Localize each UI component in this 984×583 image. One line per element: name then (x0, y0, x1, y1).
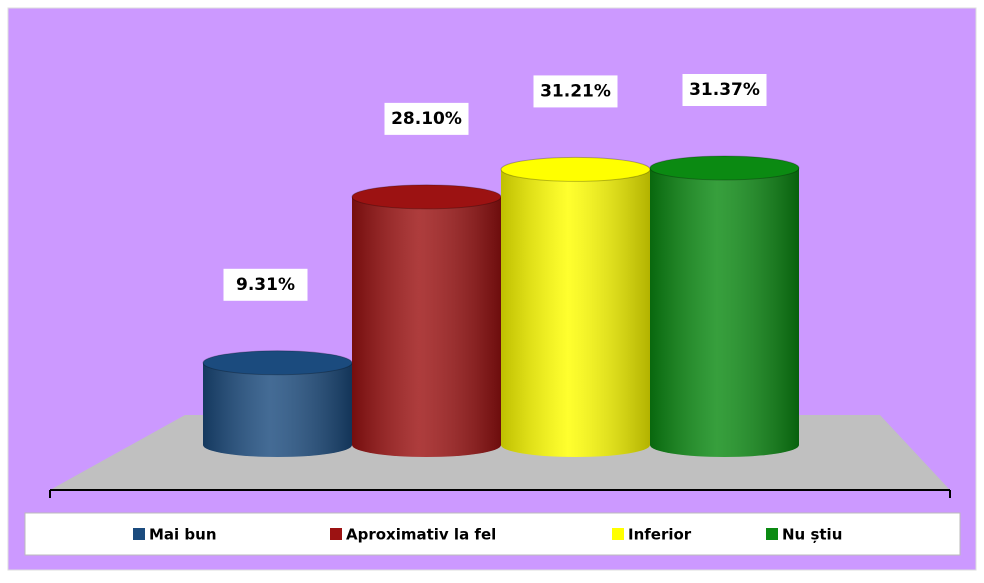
legend-swatch (330, 528, 342, 540)
legend-swatch (766, 528, 778, 540)
legend-label: Mai bun (149, 526, 217, 544)
legend (24, 512, 961, 556)
cylinder-top (649, 155, 800, 181)
data-label: 28.10% (391, 109, 462, 129)
cylinder-top (351, 184, 502, 210)
cylinder-shade (203, 362, 352, 457)
legend-label: Aproximativ la fel (346, 526, 496, 544)
data-label: 31.37% (689, 80, 760, 100)
data-label-box (682, 74, 767, 107)
data-label: 9.31% (236, 275, 295, 295)
legend-swatch (612, 528, 624, 540)
data-label: 31.21% (540, 81, 611, 101)
cylinder-shade (352, 196, 501, 458)
legend-label: Nu știu (782, 526, 842, 544)
cylinder-shade (501, 169, 650, 458)
data-label-box (533, 75, 618, 108)
cylinder-top (202, 350, 353, 376)
legend-swatch (133, 528, 145, 540)
cylinder-shade (650, 168, 799, 458)
data-label-box (223, 268, 308, 301)
legend-label: Inferior (628, 526, 692, 544)
cylinder-top (500, 156, 651, 182)
data-label-box (384, 102, 469, 135)
